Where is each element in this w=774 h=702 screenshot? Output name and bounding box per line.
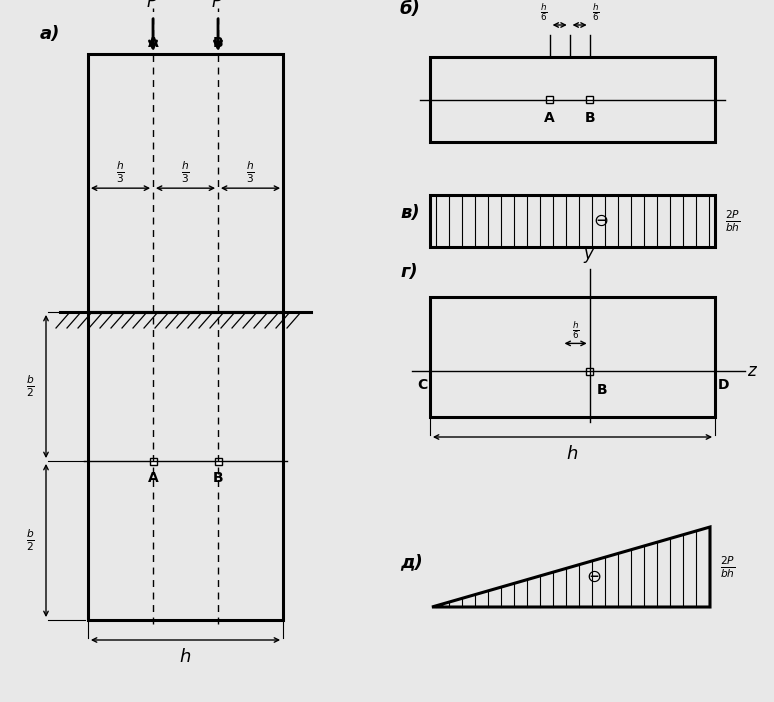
Text: $\frac{h}{6}$: $\frac{h}{6}$ (540, 2, 548, 23)
Bar (430, 297, 715, 417)
Text: а): а) (40, 25, 60, 43)
Bar (586, 368, 593, 375)
Bar (88, 54, 283, 312)
Text: A: A (544, 112, 555, 126)
Text: $\frac{h}{3}$: $\frac{h}{3}$ (181, 159, 190, 185)
Text: $z$: $z$ (747, 362, 758, 380)
Text: A: A (148, 36, 159, 50)
Text: $\frac{b}{2}$: $\frac{b}{2}$ (26, 373, 34, 399)
Text: б): б) (400, 0, 421, 18)
Text: в): в) (400, 204, 420, 222)
Text: $h$: $h$ (180, 648, 192, 666)
Text: B: B (213, 36, 224, 50)
Bar (149, 458, 156, 465)
Text: $\frac{h}{3}$: $\frac{h}{3}$ (116, 159, 125, 185)
Text: $\frac{h}{3}$: $\frac{h}{3}$ (246, 159, 255, 185)
Text: $\frac{h}{6}$: $\frac{h}{6}$ (572, 320, 580, 341)
Bar (586, 96, 593, 103)
Text: $\frac{b}{2}$: $\frac{b}{2}$ (26, 528, 34, 553)
Text: C: C (416, 378, 427, 392)
Text: $\frac{2P}{bh}$: $\frac{2P}{bh}$ (720, 554, 735, 580)
Text: B: B (213, 471, 224, 485)
Text: $P$: $P$ (211, 0, 223, 11)
Text: г): г) (400, 263, 418, 281)
Text: B: B (584, 112, 595, 126)
Bar (88, 312, 283, 620)
Text: $P$: $P$ (146, 0, 158, 11)
Text: $\ominus$: $\ominus$ (585, 568, 601, 585)
Bar (214, 458, 221, 465)
Text: D: D (718, 378, 730, 392)
Text: B: B (597, 383, 608, 397)
Text: $\frac{h}{6}$: $\frac{h}{6}$ (591, 2, 599, 23)
Bar (430, 195, 715, 247)
Text: $\ominus$: $\ominus$ (594, 212, 608, 230)
Text: $\frac{2P}{bh}$: $\frac{2P}{bh}$ (725, 208, 741, 234)
Bar (430, 57, 715, 142)
Text: $y$: $y$ (584, 247, 596, 265)
Text: $h$: $h$ (567, 445, 579, 463)
Bar (546, 96, 553, 103)
Text: A: A (148, 471, 159, 485)
Text: д): д) (400, 553, 423, 571)
